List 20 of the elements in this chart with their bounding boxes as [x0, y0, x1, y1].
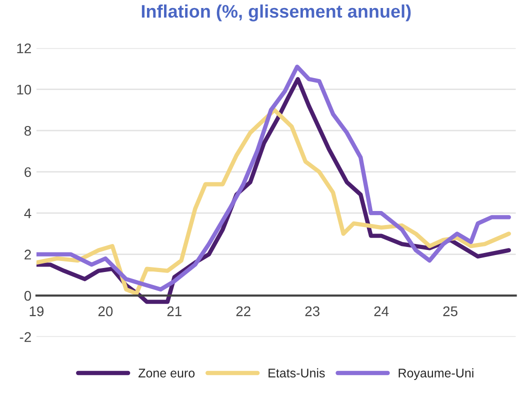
y-tick-label: 4	[24, 208, 32, 218]
y-tick-label: 0	[24, 290, 32, 301]
x-tick-label: 19	[30, 306, 44, 316]
y-tick-label: 2	[24, 250, 31, 260]
x-tick-label: 23	[305, 306, 320, 316]
legend-label: Zone euro	[138, 368, 195, 378]
x-tick-label: 25	[443, 306, 458, 316]
y-tick-label: 6	[24, 167, 31, 178]
x-tick-label: 24	[374, 306, 389, 316]
y-tick-label: -2	[20, 332, 31, 342]
y-tick-label: 12	[17, 43, 31, 54]
x-tick-label: 22	[236, 306, 250, 316]
x-tick-label: 20	[98, 306, 113, 316]
chart-title: Inflation (%, glissement annuel)	[142, 4, 411, 22]
legend-label: Etats-Unis	[268, 368, 325, 378]
legend-label: Royaume-Uni	[398, 368, 474, 380]
x-tick-label: 21	[167, 306, 182, 316]
y-tick-label: 8	[24, 126, 32, 136]
y-tick-label: 10	[17, 84, 32, 95]
line-series	[36, 108, 511, 296]
